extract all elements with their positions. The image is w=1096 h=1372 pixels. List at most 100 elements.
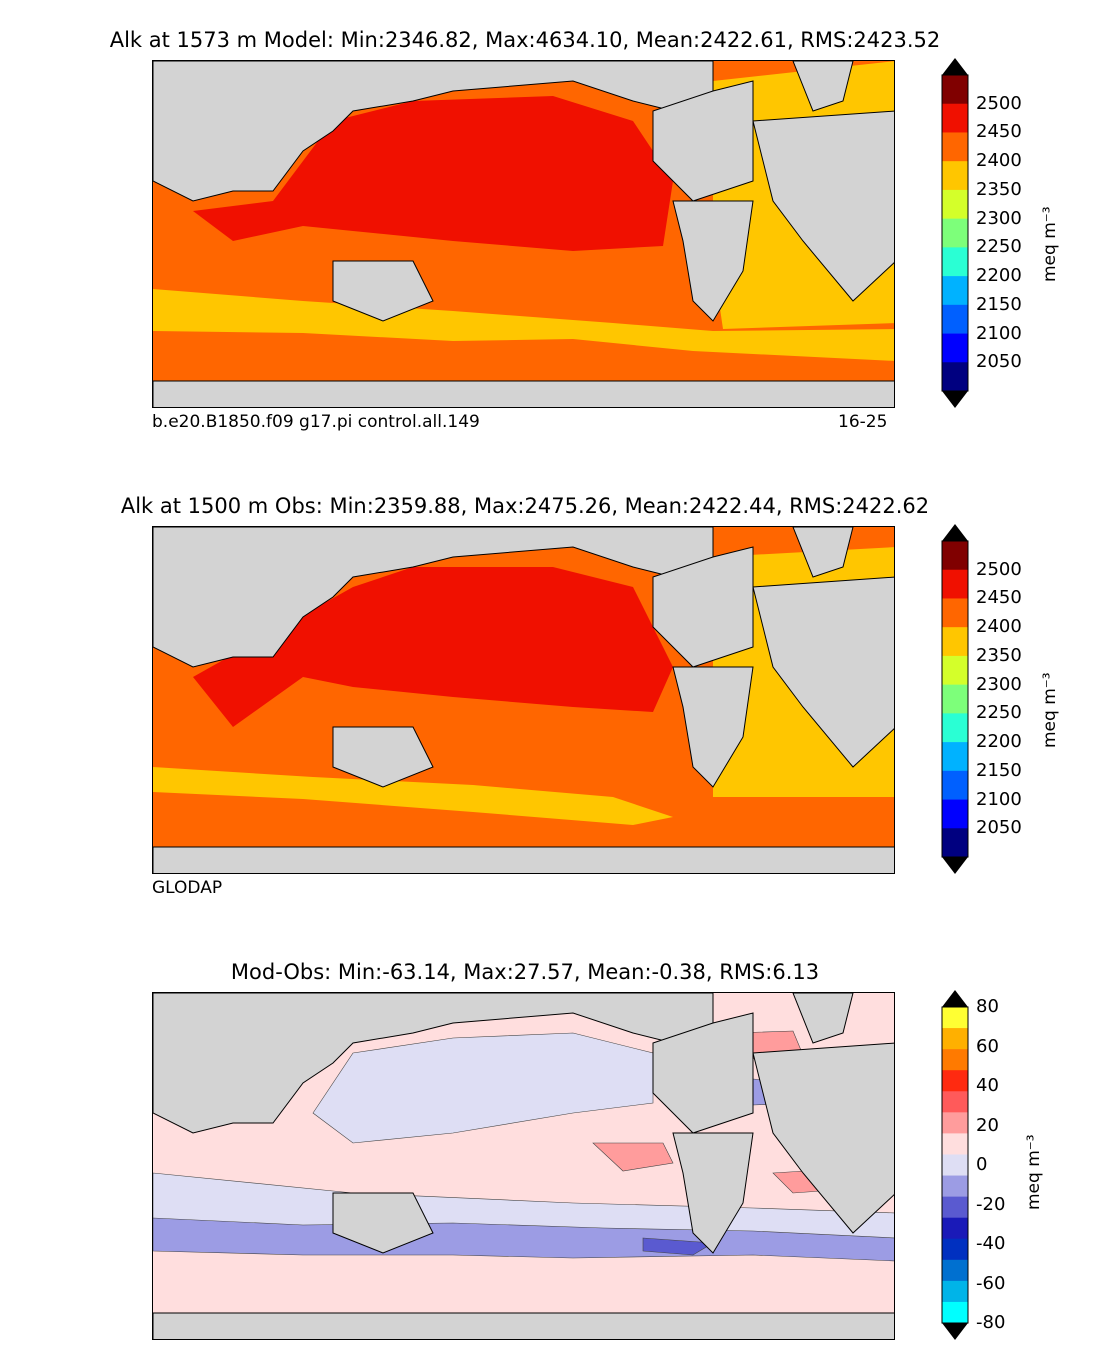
colorbar-segment [942,333,968,363]
colorbar-segment [942,799,968,829]
colorbar-tick-label: 2100 [976,788,1022,810]
model-alk-map-svg [153,61,894,407]
cbar1-segments [941,74,969,392]
colorbar-segment [942,189,968,219]
cbar3-top-arrow [942,990,968,1007]
panel1-map [152,60,895,408]
obs-alk-map-svg [153,527,894,873]
colorbar-tick-label: 2350 [976,178,1022,200]
cbar2-top-arrow [942,524,968,541]
colorbar-segment [942,1049,968,1071]
diff-map-svg [153,993,894,1339]
colorbar-tick-label: -20 [976,1193,1006,1215]
obs-ocean-layers [153,527,894,873]
colorbar-tick-label: 2450 [976,587,1022,609]
colorbar-segment [942,713,968,743]
cbar3-segments [941,1006,969,1324]
model-land-samerica [672,200,754,322]
colorbar-segment [942,1238,968,1261]
colorbar-segment [942,103,968,133]
panel1-title: Alk at 1573 m Model: Min:2346.82, Max:46… [109,28,941,52]
model-land-namerica [652,80,754,202]
colorbar-tick-label: 2400 [976,616,1022,638]
colorbar-segment [942,1091,968,1113]
obs-pacific-high [193,567,673,727]
colorbar-tick-label: 2250 [976,702,1022,724]
colorbar-segment [942,1133,968,1155]
cbar3-unit: meq m⁻³ [1024,1134,1044,1210]
obs-land-africa [752,576,894,768]
colorbar-segment [942,742,968,772]
colorbar-segment [942,362,968,392]
colorbar-segment [942,247,968,277]
colorbar-segment [942,161,968,191]
panel3-map [152,992,895,1340]
colorbar-alk-2 [941,524,969,874]
colorbar-tick-label: 2200 [976,265,1022,287]
colorbar-segment [942,684,968,714]
obs-land-antarctica [153,846,894,873]
colorbar-segment [942,770,968,800]
model-land-africa [752,110,894,302]
colorbar-segment [942,569,968,599]
colorbar-segment [942,541,968,571]
colorbar-tick-label: 2350 [976,644,1022,666]
model-land-greenland [792,61,854,112]
diff-pos20-pacific [592,1142,674,1172]
cbar1-unit: meq m⁻³ [1040,206,1060,282]
panel1-footer-left: b.e20.B1850.f09 g17.pi control.all.149 [152,412,480,432]
colorbar-segment [942,1175,968,1197]
diff-land-africa [752,1042,894,1234]
panel2-footer-left: GLODAP [152,878,223,898]
cbar2-bottom-arrow [942,857,968,874]
colorbar-segment [942,1070,968,1092]
colorbar-tick-label: 2400 [976,150,1022,172]
colorbar-segment [942,1280,968,1303]
colorbar-diff [941,990,969,1340]
colorbar-tick-label: -40 [976,1233,1006,1254]
colorbar-tick-label: 40 [976,1075,999,1096]
colorbar-tick-label: 2200 [976,731,1022,753]
colorbar-segment [942,1028,968,1050]
cbar1-bottom-arrow [942,391,968,408]
obs-land-greenland [792,527,854,578]
colorbar-segment [942,1112,968,1134]
colorbar-tick-label: 2150 [976,759,1022,781]
cbar2-unit: meq m⁻³ [1040,672,1060,748]
colorbar-tick-label: 2100 [976,322,1022,344]
colorbar-tick-label: 60 [976,1035,999,1057]
colorbar-alk-1 [941,58,969,408]
colorbar-segment [942,655,968,685]
colorbar-segment [942,1301,968,1324]
diff-land-antarctica [153,1312,894,1339]
diff-neg30-south [642,1237,714,1256]
colorbar-segment [942,1154,968,1176]
colorbar-tick-label: 2300 [976,673,1022,695]
diff-land [153,993,894,1339]
colorbar-tick-label: 0 [976,1154,988,1175]
model-pacific-high [193,96,673,251]
colorbar-tick-label: 2500 [976,92,1022,114]
diff-land-namerica [652,1012,754,1134]
model-land [153,61,894,407]
diff-neg10-pacific [312,1032,654,1144]
colorbar-segment [942,828,968,858]
panel2-map [152,526,895,874]
colorbar-segment [942,1196,968,1218]
panel2-title: Alk at 1500 m Obs: Min:2359.88, Max:2475… [120,494,930,518]
colorbar-tick-label: 2450 [976,121,1022,143]
colorbar-segment [942,627,968,657]
colorbar-segment [942,132,968,162]
colorbar-tick-label: -80 [976,1312,1006,1333]
colorbar-tick-label: 2050 [976,351,1022,373]
obs-land-australia [332,726,434,788]
colorbar-segment [942,1217,968,1240]
diff-land-greenland [792,993,854,1044]
colorbar-tick-label: -60 [976,1272,1006,1294]
panel1-footer-right: 16-25 [838,412,888,432]
model-land-antarctica [153,380,894,407]
colorbar-tick-label: 2050 [976,817,1022,839]
obs-land-namerica [652,546,754,668]
colorbar-tick-label: 2500 [976,558,1022,580]
colorbar-segment [942,598,968,628]
